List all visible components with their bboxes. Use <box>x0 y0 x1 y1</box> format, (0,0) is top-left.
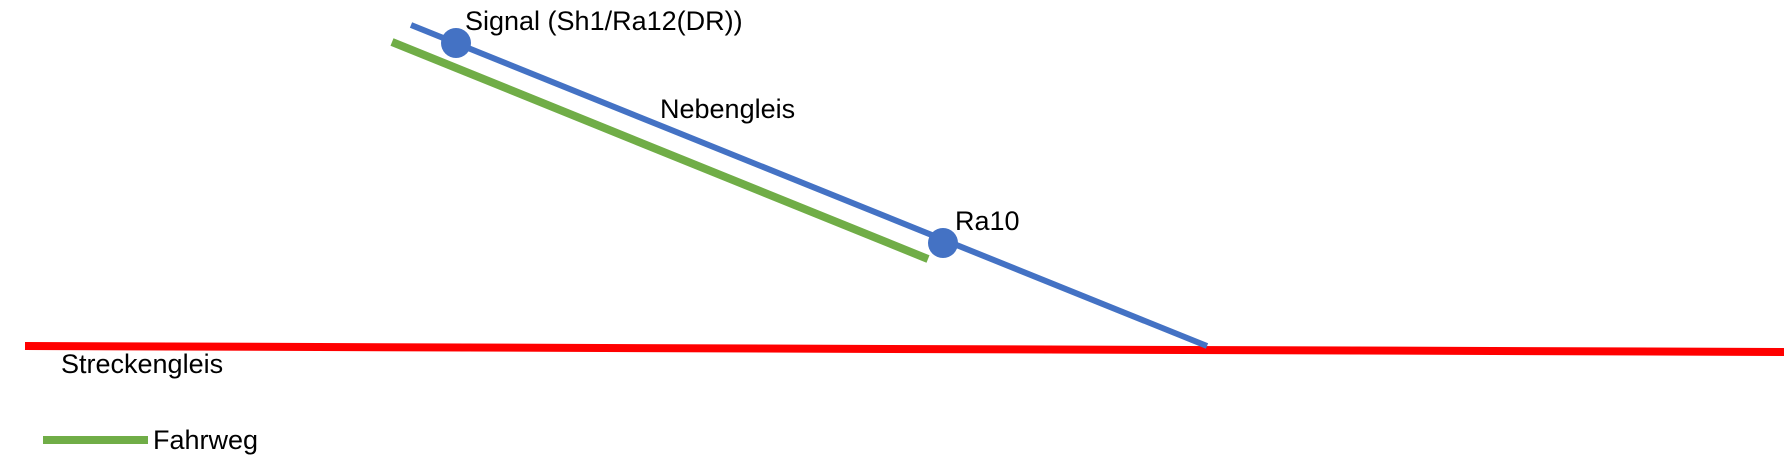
main-track <box>24 342 1785 356</box>
legend-label: Fahrweg <box>153 425 258 455</box>
signal-label: Signal (Sh1/Ra12(DR)) <box>465 6 743 36</box>
signal-marker <box>441 28 471 58</box>
ra10-marker <box>928 228 958 258</box>
side-track <box>409 22 1209 349</box>
ra10-label: Ra10 <box>955 206 1020 236</box>
side-track-label: Nebengleis <box>660 94 795 124</box>
route-line <box>390 38 930 263</box>
main-track-label: Streckengleis <box>61 349 223 379</box>
